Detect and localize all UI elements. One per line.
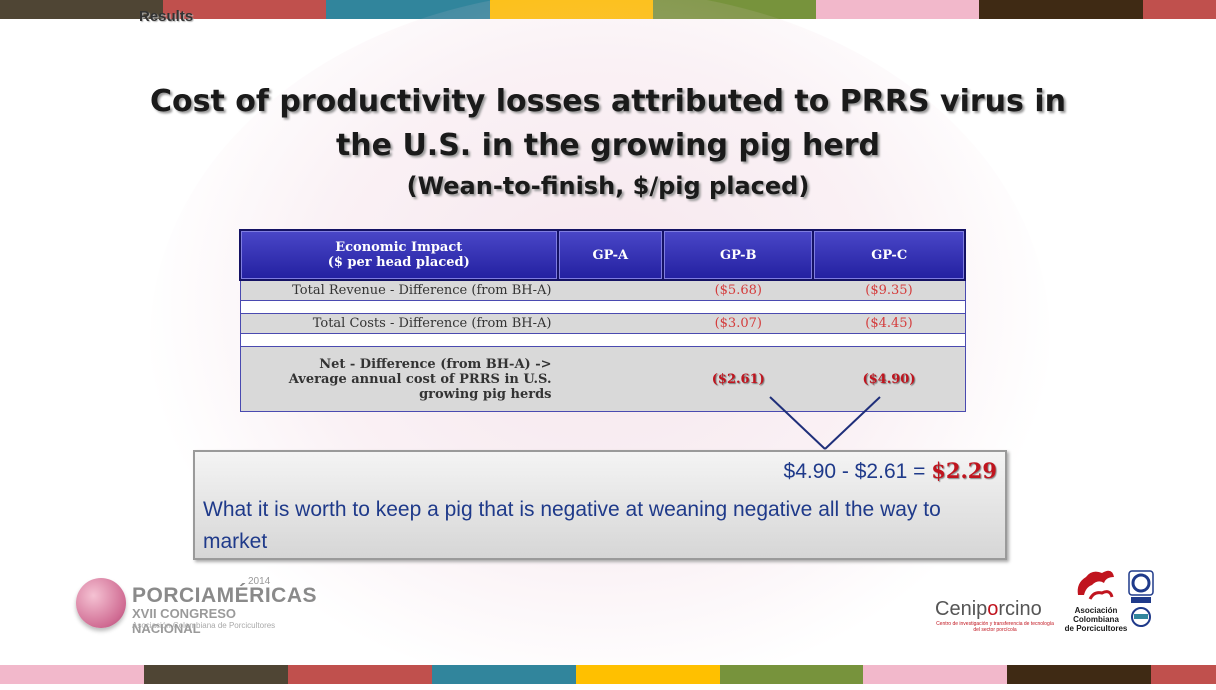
- ceniporcino-name: Ceniporcino: [935, 598, 1055, 621]
- title-line-1: Cost of productivity losses attributed t…: [150, 84, 1066, 119]
- table-spacer-row: [240, 300, 965, 314]
- net-label-line3: growing pig herds: [419, 386, 552, 402]
- porciamericas-congress: XVII CONGRESO NACIONAL: [132, 606, 237, 636]
- porciamericas-name: PORCIAMÉRICAS: [132, 584, 318, 607]
- stripe-segment: [0, 0, 164, 19]
- stripe-segment: [326, 0, 490, 19]
- stripe-segment: [489, 0, 653, 19]
- net-cell-gp-a: [557, 346, 664, 412]
- stripe-segment: [652, 0, 817, 19]
- net-label-line2: Average annual cost of PRRS in U.S.: [288, 371, 552, 387]
- row-label: Total Costs - Difference (from BH-A): [240, 313, 558, 334]
- ceniporcino-logo: Ceniporcino Centro de investigación y tr…: [935, 598, 1055, 633]
- stripe-segment: [163, 0, 327, 19]
- ceniporcino-part-o: o: [987, 598, 999, 620]
- table-spacer-row: [240, 333, 965, 347]
- stripe-segment: [1151, 665, 1216, 684]
- savings-equation: $4.90 - $2.61 = $2.29: [784, 458, 997, 484]
- table-row: Total Revenue - Difference (from BH-A) (…: [240, 279, 965, 301]
- porciamericas-year: 2014: [248, 576, 271, 587]
- savings-description: What it is worth to keep a pig that is n…: [203, 498, 941, 553]
- header-economic-impact: Economic Impact ($ per head placed): [239, 229, 559, 281]
- cell-gp-b: ($3.07): [663, 313, 814, 334]
- header-impact-line2: ($ per head placed): [327, 255, 470, 270]
- porciamericas-logo: 2014 PORCIAMÉRICAS XVII CONGRESO NACIONA…: [72, 574, 317, 636]
- stripe-segment: [863, 665, 1008, 684]
- acp-logo: Asociación Colombiana de Porcicultores: [1062, 565, 1132, 635]
- title-line-2: the U.S. in the growing pig herd: [335, 128, 881, 163]
- bottom-color-stripe: [0, 665, 1216, 684]
- acp-line2: Colombiana: [1073, 615, 1119, 624]
- acp-line1: Asociación: [1074, 606, 1118, 615]
- table-header-row: Economic Impact ($ per head placed) GP-A…: [239, 229, 966, 281]
- ceniporcino-tagline: Centro de investigación y transferencia …: [936, 621, 1054, 633]
- header-impact-line1: Economic Impact: [335, 240, 463, 255]
- table-net-row: Net - Difference (from BH-A) -> Average …: [240, 346, 965, 412]
- net-row-label: Net - Difference (from BH-A) -> Average …: [240, 346, 558, 412]
- stripe-segment: [431, 665, 576, 684]
- header-gp-a: GP-A: [556, 229, 665, 281]
- savings-callout-box: $4.90 - $2.61 = $2.29 What it is worth t…: [193, 450, 1007, 560]
- certification-badges-icon: [1128, 570, 1154, 627]
- stripe-segment: [0, 665, 144, 684]
- equation-text: $4.90 - $2.61 =: [783, 460, 932, 483]
- net-cell-gp-c: ($4.90): [813, 346, 965, 412]
- acp-pig-icon: [1077, 570, 1114, 600]
- stripe-segment: [575, 665, 720, 684]
- slide-title: Cost of productivity losses attributed t…: [100, 80, 1116, 204]
- ceniporcino-part-a: Cenip: [935, 598, 988, 620]
- header-gp-c: GP-C: [812, 229, 966, 281]
- row-label: Total Revenue - Difference (from BH-A): [240, 279, 558, 301]
- cell-gp-b: ($5.68): [663, 279, 814, 301]
- stripe-segment: [719, 665, 864, 684]
- callout-connector-lines: [769, 396, 881, 450]
- acp-text: Asociación Colombiana de Porcicultores: [1062, 606, 1130, 633]
- acp-line3: de Porcicultores: [1064, 624, 1128, 633]
- porciamericas-assoc: Asociación Colombiana de Porcicultores: [132, 621, 276, 630]
- equation-result: $2.29: [931, 458, 997, 483]
- cell-gp-c: ($9.35): [813, 279, 965, 301]
- top-color-stripe: [0, 0, 1216, 19]
- ceniporcino-part-b: rcino: [998, 598, 1042, 620]
- porciamericas-ball-icon: [76, 578, 126, 628]
- net-label-line1: Net - Difference (from BH-A) ->: [319, 356, 552, 372]
- economic-impact-table: Economic Impact ($ per head placed) GP-A…: [239, 229, 966, 412]
- stripe-segment: [816, 0, 980, 19]
- stripe-segment: [979, 0, 1143, 19]
- cell-gp-a: [557, 313, 664, 334]
- stripe-segment: [1142, 0, 1216, 19]
- cell-gp-a: [557, 279, 664, 301]
- stripe-segment: [143, 665, 288, 684]
- title-subtitle: (Wean-to-finish, $/pig placed): [406, 172, 810, 200]
- section-label: Results: [139, 8, 194, 25]
- stripe-segment: [287, 665, 432, 684]
- stripe-segment: [1007, 665, 1152, 684]
- header-gp-b: GP-B: [662, 229, 815, 281]
- table-row: Total Costs - Difference (from BH-A) ($3…: [240, 313, 965, 334]
- cell-gp-c: ($4.45): [813, 313, 965, 334]
- net-cell-gp-b: ($2.61): [663, 346, 814, 412]
